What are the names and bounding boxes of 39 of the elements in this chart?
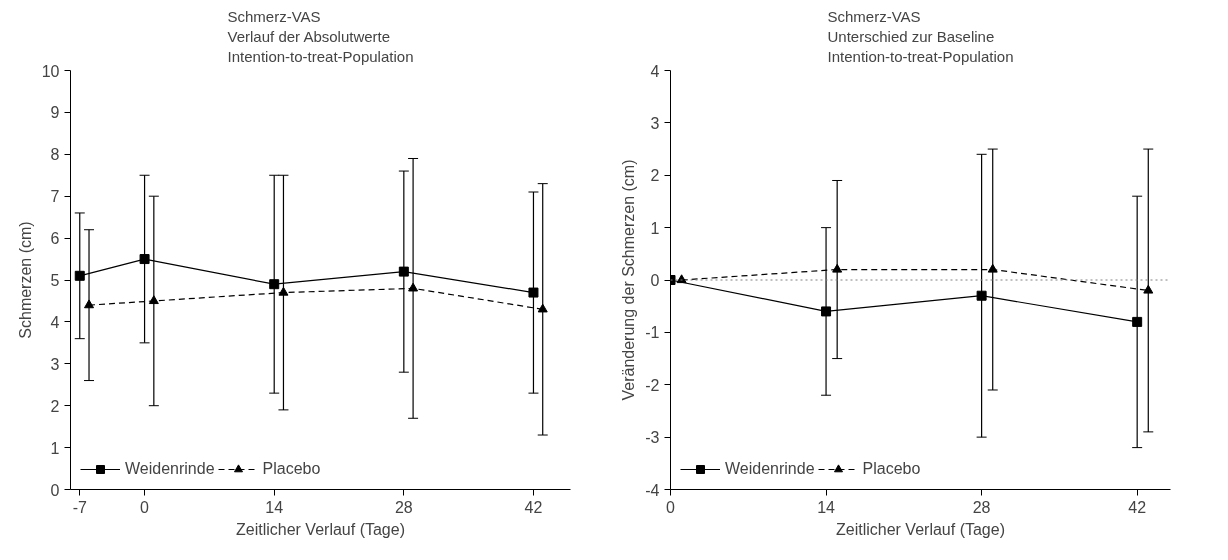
y-tick-label: 6 — [50, 230, 60, 248]
y-tick-label: 7 — [50, 188, 60, 206]
x-tick-label: 28 — [972, 498, 991, 516]
legend-label: Placebo — [862, 460, 921, 478]
y-tick-label: 4 — [650, 62, 660, 80]
legend-label: Placebo — [262, 460, 321, 478]
y-tick-label: 8 — [50, 146, 60, 164]
x-tick-label: 42 — [1128, 498, 1147, 516]
x-axis-title: Zeitlicher Verlauf (Tage) — [236, 520, 405, 538]
x-tick-label: 42 — [524, 498, 543, 516]
y-tick-label: 2 — [650, 167, 660, 185]
y-tick-label: 5 — [50, 272, 60, 289]
y-axis-title: Schmerzen (cm) — [16, 221, 34, 339]
y-tick-label: 0 — [650, 272, 660, 289]
x-axis-title: Zeitlicher Verlauf (Tage) — [836, 520, 1005, 538]
y-axis-title: Veränderung der Schmerzen (cm) — [620, 159, 638, 401]
chart-title: Schmerz-VAS Unterschied zur Baseline Intention-to-treat-Population — [827, 7, 1014, 66]
y-tick-label: -1 — [645, 324, 660, 342]
chart-title: Schmerz-VAS Verlauf der Absolutwerte Intention-to-treat-Population — [227, 7, 414, 66]
x-tick-label: -7 — [72, 498, 87, 516]
y-tick-label: 3 — [650, 114, 660, 132]
x-tick-label: 28 — [394, 498, 413, 516]
y-tick-label: -2 — [645, 376, 660, 394]
y-tick-label: 0 — [50, 481, 60, 499]
y-tick-label: 1 — [50, 439, 60, 457]
y-tick-label: 1 — [650, 219, 660, 237]
y-tick-label: 2 — [50, 397, 60, 415]
x-tick-label: 0 — [666, 498, 676, 516]
y-tick-label: 4 — [50, 313, 60, 331]
y-tick-label: -3 — [645, 429, 660, 447]
x-tick-label: 14 — [265, 498, 284, 516]
y-tick-label: 3 — [50, 355, 60, 373]
legend-label: Weidenrinde — [125, 460, 215, 478]
legend-label: Weidenrinde — [725, 460, 815, 478]
y-tick-label: 9 — [50, 104, 60, 122]
y-tick-label: -4 — [645, 481, 660, 499]
y-tick-label: 10 — [41, 62, 60, 80]
x-tick-label: 0 — [140, 498, 150, 516]
x-tick-label: 14 — [817, 498, 836, 516]
